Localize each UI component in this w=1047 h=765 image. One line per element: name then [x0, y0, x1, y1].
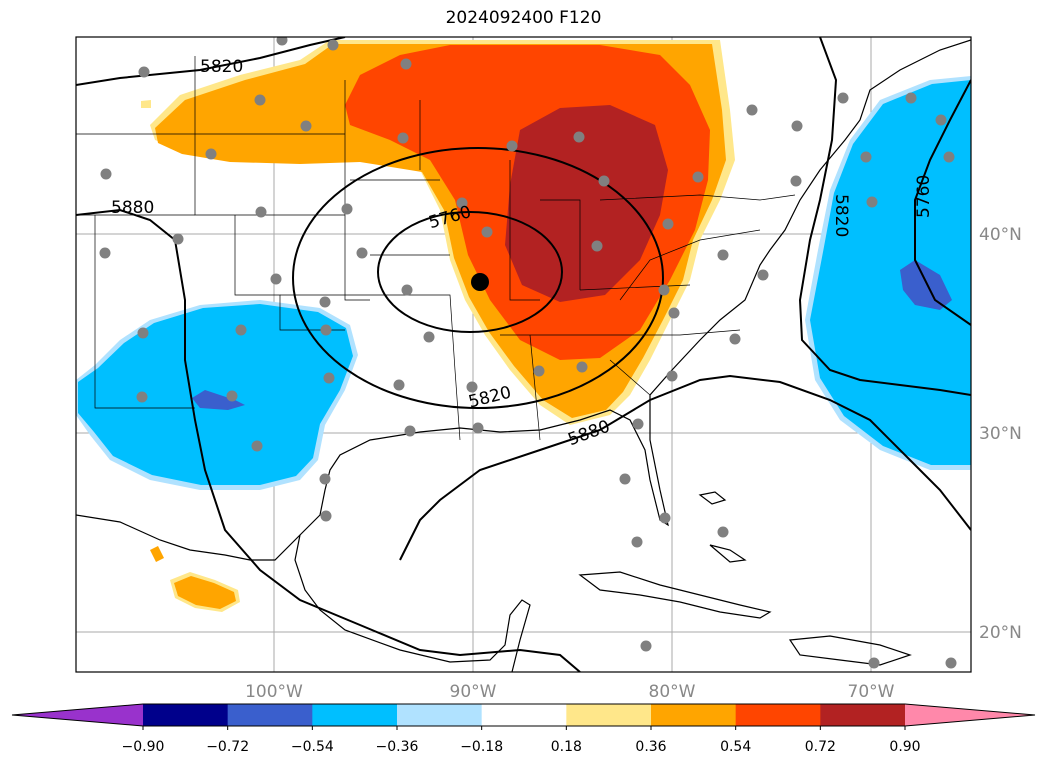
lon-label: 90°W — [450, 682, 497, 702]
colorbar-tick-label: −0.72 — [206, 739, 249, 755]
colorbar: −0.90 −0.72 −0.54 −0.36 −0.18 0.18 0.36 0.54 0.7… — [11, 703, 1036, 755]
contour-label: 5820 — [831, 194, 851, 237]
lat-label: 20°N — [979, 623, 1022, 643]
colorbar-tick-labels: −0.90 −0.72 −0.54 −0.36 −0.18 0.18 0.36 0.54 0.7… — [122, 726, 921, 755]
colorbar-extend-high — [905, 704, 1035, 726]
colorbar-swatch — [651, 704, 737, 726]
colorbar-tick-label: 0.90 — [889, 739, 920, 755]
lon-label: 80°W — [649, 682, 696, 702]
colorbar-extend-low — [12, 704, 143, 726]
colorbar-tick-label: 0.72 — [805, 739, 836, 755]
colorbar-swatch — [735, 704, 821, 726]
colorbar-swatch — [143, 704, 229, 726]
colorbar-swatches — [11, 703, 1036, 727]
colorbar-tick-label: 0.54 — [720, 739, 751, 755]
coastlines — [76, 39, 971, 672]
contour-label: 5760 — [914, 175, 934, 218]
colorbar-swatch — [312, 704, 398, 726]
colorbar-swatch — [481, 704, 567, 726]
lon-label: 70°W — [848, 682, 895, 702]
longitude-labels: 100°W 90°W 80°W 70°W — [245, 682, 895, 702]
lat-label: 40°N — [979, 225, 1022, 245]
contour-label: 5880 — [111, 198, 154, 218]
colorbar-tick-label: −0.90 — [122, 739, 165, 755]
state-borders — [76, 56, 796, 441]
colorbar-swatch — [397, 704, 483, 726]
colorbar-swatch — [820, 704, 906, 726]
latitude-labels: 40°N 30°N 20°N — [979, 225, 1022, 643]
colorbar-tick-label: 0.36 — [635, 739, 666, 755]
lon-label: 100°W — [245, 682, 303, 702]
contour-label: 5820 — [200, 57, 243, 77]
lat-label: 30°N — [979, 424, 1022, 444]
negative-anomaly-region — [76, 76, 971, 490]
colorbar-tick-label: 0.18 — [551, 739, 582, 755]
map-plot-area — [76, 37, 971, 672]
station-markers — [99, 37, 957, 669]
colorbar-tick-label: −0.18 — [460, 739, 503, 755]
height-contours — [76, 37, 971, 672]
colorbar-tick-label: −0.36 — [376, 739, 419, 755]
colorbar-tick-label: −0.54 — [291, 739, 334, 755]
colorbar-swatch — [566, 704, 652, 726]
map-frame — [75, 36, 972, 673]
colorbar-swatch — [227, 704, 313, 726]
point-of-interest-marker — [471, 273, 489, 291]
map-title: 2024092400 F120 — [445, 8, 602, 28]
